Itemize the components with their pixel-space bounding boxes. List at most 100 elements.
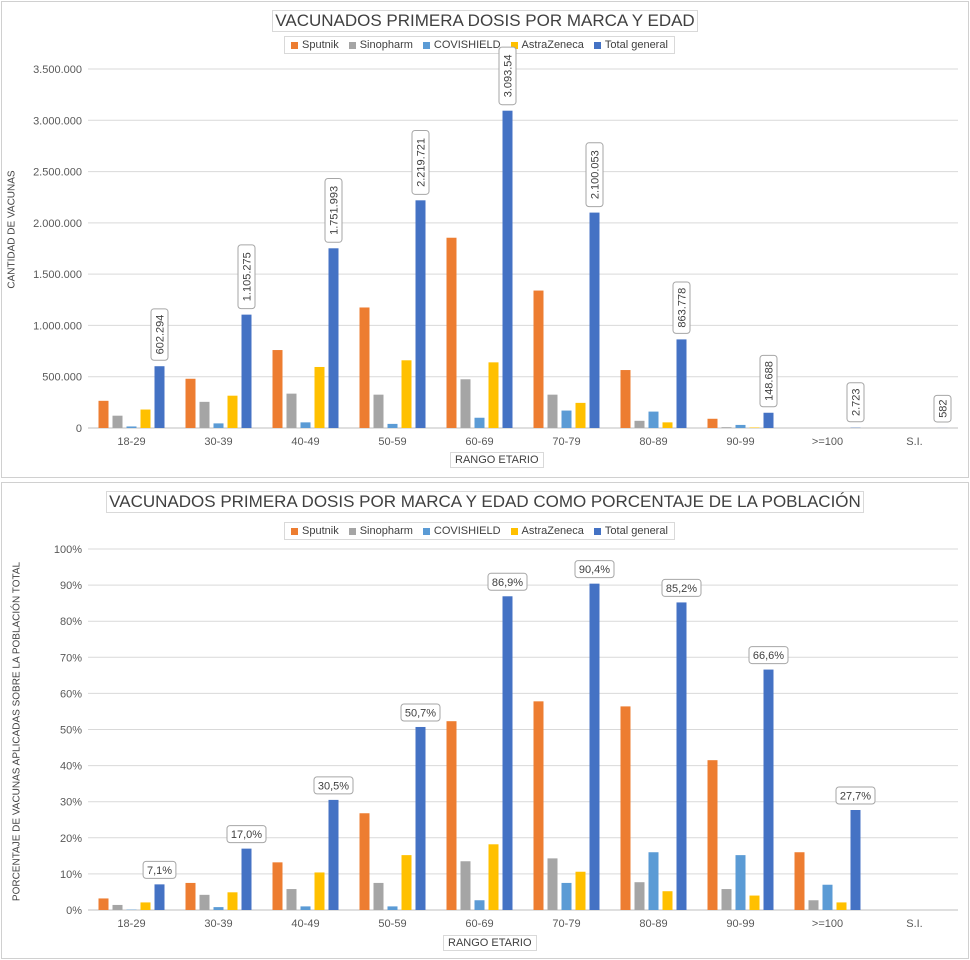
bar-covishield-40-49 (300, 422, 311, 428)
chart-panel-doses: VACUNADOS PRIMERA DOSIS POR MARCA Y EDAD… (1, 1, 969, 478)
bar-sinopharm-18-29 (112, 415, 123, 428)
svg-text:27,7%: 27,7% (840, 791, 871, 803)
bar-covishield-30-39 (213, 423, 224, 428)
bar-sputnik-80-89 (620, 370, 631, 428)
x-tick-label: 60-69 (465, 918, 493, 930)
bar-sinopharm-50-59 (373, 882, 384, 910)
bar-covishield-60-69 (474, 417, 485, 428)
data-label-50-59: 2.219.721 (411, 130, 430, 195)
legend-item-sinopharm: Sinopharm (348, 39, 413, 51)
y-tick-label: 2.000.000 (33, 218, 82, 230)
y-tick-label: 60% (60, 688, 82, 700)
bar-total-general-30-39 (241, 848, 252, 910)
bar-sputnik-80-89 (620, 706, 631, 910)
bar-covishield-90-99 (735, 424, 746, 428)
data-label-70-79: 90,4% (574, 560, 615, 579)
svg-text:2.723: 2.723 (851, 388, 863, 416)
legend-item-astrazeneca: AstraZeneca (510, 525, 584, 537)
bar-chart-doses: 0 500.000 1.000.000 1.500.000 2.000.000 2.500… (33, 46, 958, 448)
bar-total-general-60-69 (502, 110, 513, 428)
bar-sinopharm-50-59 (373, 394, 384, 428)
bar-covishield-50-59 (387, 423, 398, 428)
svg-text:2.219.721: 2.219.721 (416, 138, 428, 187)
bar-covishield-18-29 (126, 426, 137, 428)
bar-astrazeneca-30-39 (227, 395, 238, 428)
bar-sputnik-30-39 (185, 882, 196, 910)
bar-total-general-40-49 (328, 799, 339, 910)
x-tick-label: S.I. (906, 436, 923, 448)
bar-total-general-50-59 (415, 200, 426, 428)
data-label-s-i: 582 (933, 394, 952, 423)
bar-sinopharm-70-79 (547, 858, 558, 910)
data-label-50-59: 50,7% (400, 703, 441, 722)
bar-covishield-70-79 (561, 882, 572, 910)
bar-astrazeneca-18-29 (140, 409, 151, 428)
y-tick-label: 1.000.000 (33, 320, 82, 332)
legend-item-total-general: Total general (593, 525, 668, 537)
data-label-30-39: 1.105.275 (237, 244, 256, 310)
data-label-40-49: 1.751.993 (324, 177, 343, 243)
x-tick-label: 80-89 (639, 918, 667, 930)
y-tick-label: 0% (66, 905, 82, 917)
svg-text:66,6%: 66,6% (753, 650, 784, 662)
bar-sputnik-70-79 (533, 701, 544, 910)
bar-sinopharm-60-69 (460, 379, 471, 428)
legend: Sputnik Sinopharm COVISHIELD AstraZeneca… (284, 522, 675, 540)
bar-total-general-80-89 (676, 339, 687, 428)
x-tick-label: >=100 (812, 918, 843, 930)
bar-sinopharm-90-99 (721, 889, 732, 910)
bar-astrazeneca-40-49 (314, 366, 325, 428)
bar-sputnik-90-99 (707, 418, 718, 428)
bar-sputnik-60-69 (446, 237, 457, 428)
x-tick-label: >=100 (812, 436, 843, 448)
bar-sputnik-18-29 (98, 400, 109, 428)
x-tick-label: 30-39 (204, 436, 232, 448)
svg-text:602.294: 602.294 (155, 315, 167, 355)
bar-total-general-18-29 (154, 366, 165, 428)
svg-text:50,7%: 50,7% (405, 707, 436, 719)
svg-text:3.093.54: 3.093.54 (503, 54, 515, 97)
x-axis-label: RANGO ETARIO (450, 452, 544, 468)
data-label-18-29: 602.294 (150, 308, 169, 361)
bar-covishield-90-99 (735, 855, 746, 910)
chart-panel-percent: VACUNADOS PRIMERA DOSIS POR MARCA Y EDAD… (1, 482, 969, 959)
chart-title: VACUNADOS PRIMERA DOSIS POR MARCA Y EDAD (272, 10, 698, 32)
bar-covishield-100 (822, 884, 833, 910)
bar-astrazeneca-90-99 (749, 427, 760, 428)
data-label-70-79: 2.100.053 (585, 142, 604, 208)
bar-chart-percent: 0% 10% 20% 30% 40% 50% 60% 70% 80% 90% 100% 18-29 30… (54, 544, 958, 930)
x-axis-label: RANGO ETARIO (443, 935, 537, 951)
bar-astrazeneca-50-59 (401, 360, 412, 428)
data-label-60-69: 86,9% (487, 572, 528, 591)
y-tick-label: 3.000.000 (33, 115, 82, 127)
y-tick-label: 100% (54, 544, 82, 556)
data-label-80-89: 863.778 (672, 281, 691, 334)
bar-sinopharm-80-89 (634, 420, 645, 428)
data-label-60-69: 3.093.54 (498, 46, 517, 106)
bar-astrazeneca-80-89 (662, 891, 673, 910)
bar-sinopharm-30-39 (199, 401, 210, 428)
data-label-18-29: 7,1% (142, 860, 177, 879)
bar-astrazeneca-40-49 (314, 872, 325, 910)
bar-total-general-90-99 (763, 669, 774, 910)
legend-item-sinopharm: Sinopharm (348, 525, 413, 537)
bar-astrazeneca-90-99 (749, 895, 760, 910)
svg-text:1.751.993: 1.751.993 (329, 186, 341, 235)
svg-text:86,9%: 86,9% (492, 577, 523, 589)
svg-text:85,2%: 85,2% (666, 583, 697, 595)
legend-item-covishield: COVISHIELD (422, 39, 501, 51)
data-label-100: 27,7% (835, 786, 876, 805)
y-tick-label: 3.500.000 (33, 64, 82, 76)
legend-item-sputnik: Sputnik (291, 525, 339, 537)
data-label-90-99: 148.688 (759, 354, 778, 408)
x-tick-label: 70-79 (552, 436, 580, 448)
data-label-30-39: 17,0% (226, 825, 267, 844)
bar-sputnik-18-29 (98, 898, 109, 910)
bar-astrazeneca-70-79 (575, 871, 586, 910)
bar-sinopharm-60-69 (460, 861, 471, 910)
legend-item-total-general: Total general (593, 39, 668, 51)
bar-total-general-60-69 (502, 596, 513, 910)
x-tick-label: 40-49 (291, 918, 319, 930)
y-tick-label: 10% (60, 869, 82, 881)
data-label-80-89: 85,2% (661, 578, 702, 597)
